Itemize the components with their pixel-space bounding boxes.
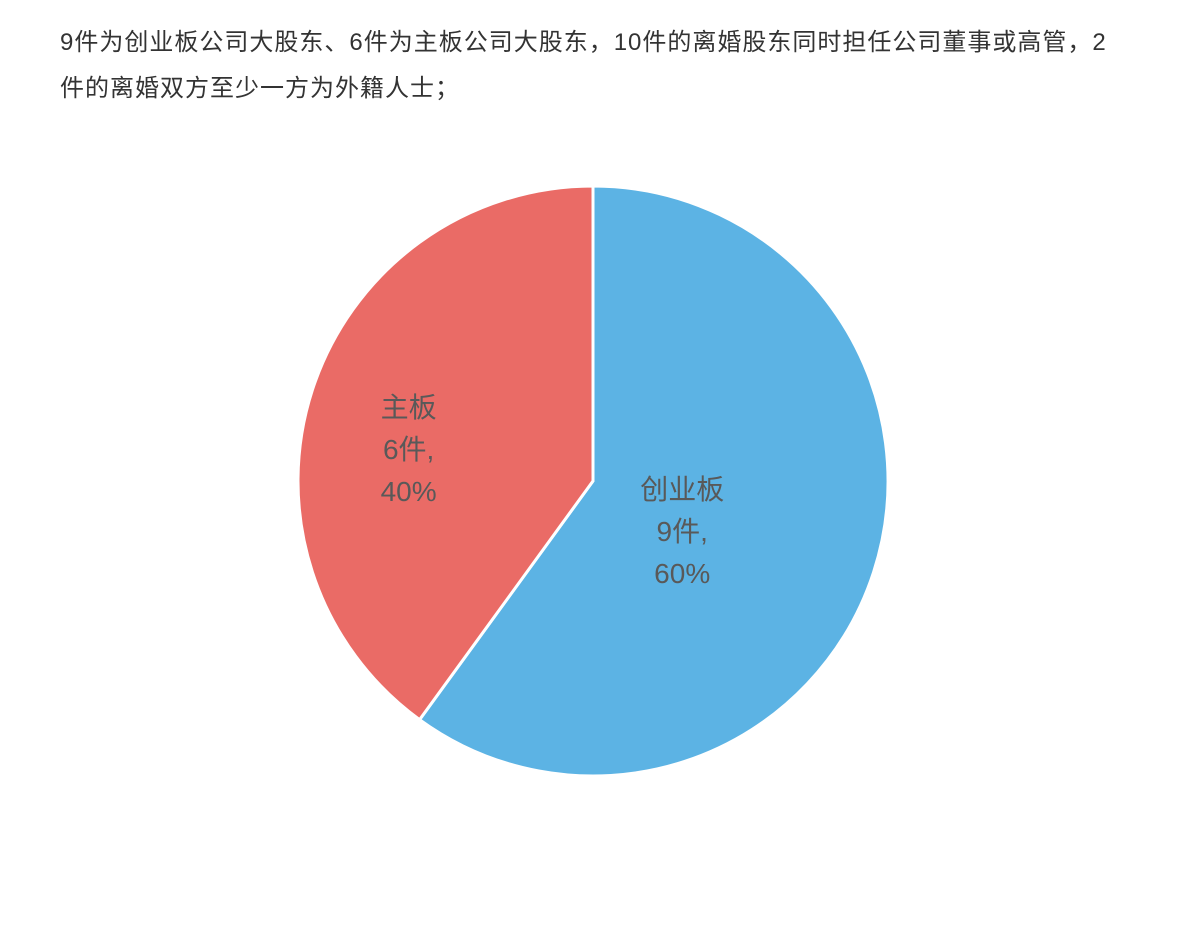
chart-container: 创业板 9件, 60% 主板 6件, 40%: [60, 171, 1126, 791]
pie-chart-svg: [298, 186, 888, 776]
description-text: 9件为创业板公司大股东、6件为主板公司大股东，10件的离婚股东同时担任公司董事或…: [60, 20, 1126, 111]
pie-slices-group: [298, 186, 888, 776]
pie-wrapper: 创业板 9件, 60% 主板 6件, 40%: [298, 186, 888, 776]
